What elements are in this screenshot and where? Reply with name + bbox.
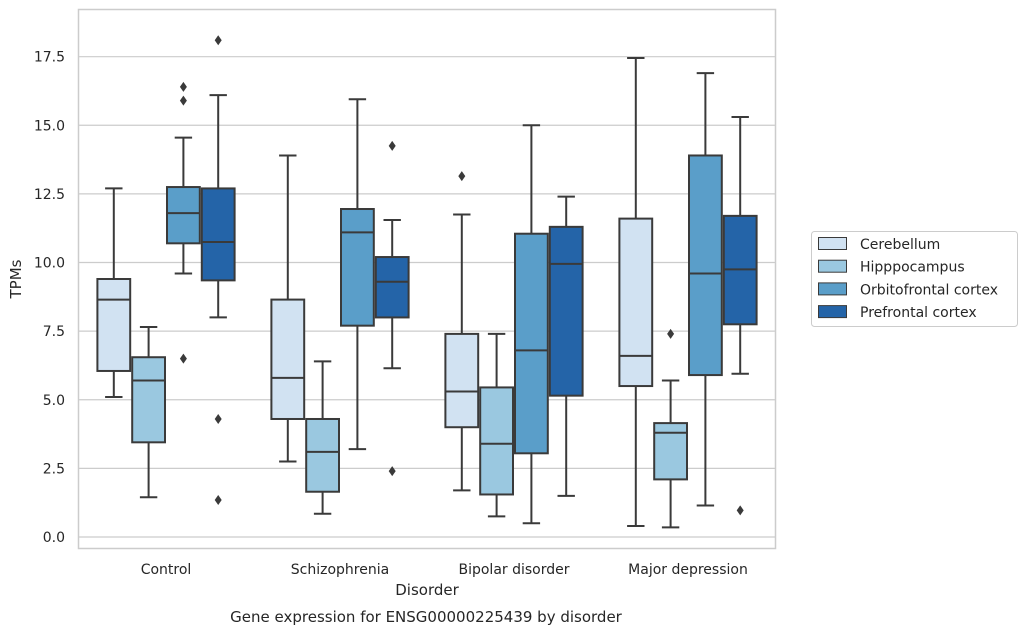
box-iqr xyxy=(166,186,201,245)
box-iqr xyxy=(444,332,480,429)
legend-label: Orbitofrontal cortex xyxy=(860,282,998,298)
box-iqr xyxy=(374,256,410,319)
box-iqr xyxy=(340,208,375,327)
box-iqr xyxy=(305,417,341,493)
x-tick-label: Major depression xyxy=(628,562,748,578)
outlier-point xyxy=(388,466,396,477)
y-tick-label: 7.5 xyxy=(43,324,65,340)
box-iqr xyxy=(200,187,236,282)
outlier-point xyxy=(667,328,675,339)
outlier-point xyxy=(214,35,222,46)
outlier-point xyxy=(179,353,187,364)
y-tick-label: 10.0 xyxy=(34,256,65,272)
box-hipppocampus xyxy=(653,328,689,529)
y-tick-label: 12.5 xyxy=(34,187,65,203)
box-iqr xyxy=(270,298,306,420)
box-iqr xyxy=(618,217,654,388)
x-axis-title: Disorder xyxy=(395,581,459,599)
legend-frame xyxy=(811,231,1018,327)
legend-swatch xyxy=(818,282,847,296)
legend-label: Cerebellum xyxy=(860,237,940,253)
legend-label: Hipppocampus xyxy=(860,260,965,276)
box-hipppocampus xyxy=(305,360,341,515)
x-tick-label: Bipolar disorder xyxy=(458,562,569,578)
outlier-point xyxy=(179,81,187,92)
box-iqr xyxy=(653,422,689,481)
x-axis-ticks: Control Schizophrenia Bipolar disorder Majo… xyxy=(141,562,748,578)
y-tick-label: 5.0 xyxy=(43,393,65,409)
box-orbitofrontal-cortex xyxy=(688,72,723,507)
box-iqr xyxy=(96,278,132,372)
box-cerebellum xyxy=(444,171,480,492)
figure-caption: Gene expression for ENSG00000225439 by d… xyxy=(230,608,623,626)
y-axis-ticks: 0.0 2.5 5.0 7.5 10.0 12.5 15.0 17.5 xyxy=(34,50,65,546)
y-tick-label: 0.0 xyxy=(43,530,65,546)
outlier-point xyxy=(458,171,466,182)
outlier-point xyxy=(214,413,222,424)
box-cerebellum xyxy=(618,57,654,528)
x-tick-label: Schizophrenia xyxy=(291,562,389,578)
box-iqr xyxy=(688,154,723,377)
x-tick-label: Control xyxy=(141,562,192,578)
plot-frame xyxy=(77,8,777,550)
box-prefrontal-cortex xyxy=(548,195,584,497)
y-axis-title: TPMs xyxy=(7,259,25,299)
box-cerebellum xyxy=(96,187,132,399)
box-iqr xyxy=(131,356,166,444)
box-hipppocampus xyxy=(131,326,166,499)
legend-swatch xyxy=(818,305,847,319)
box-orbitofrontal-cortex xyxy=(340,98,375,451)
box-orbitofrontal-cortex xyxy=(514,124,549,525)
outlier-point xyxy=(214,494,222,505)
y-tick-label: 2.5 xyxy=(43,461,65,477)
legend-swatch xyxy=(818,259,847,273)
outlier-point xyxy=(179,95,187,106)
box-hipppocampus xyxy=(479,332,515,518)
box-iqr xyxy=(479,386,515,496)
legend-label: Prefrontal cortex xyxy=(860,305,977,321)
legend: Cerebellum Hipppocampus Orbitofrontal cort… xyxy=(811,231,1018,327)
box-iqr xyxy=(514,232,549,455)
box-prefrontal-cortex xyxy=(374,140,410,477)
box-cerebellum xyxy=(270,154,306,463)
box-orbitofrontal-cortex xyxy=(166,81,201,364)
box-iqr xyxy=(548,225,584,397)
box-prefrontal-cortex xyxy=(200,35,236,505)
box-prefrontal-cortex xyxy=(722,116,758,516)
y-tick-label: 15.0 xyxy=(34,118,65,134)
outlier-point xyxy=(388,140,396,151)
plot-area xyxy=(96,35,758,529)
outlier-point xyxy=(736,505,744,516)
legend-swatch xyxy=(818,237,847,250)
y-gridlines xyxy=(79,56,775,538)
y-tick-label: 17.5 xyxy=(34,50,65,66)
